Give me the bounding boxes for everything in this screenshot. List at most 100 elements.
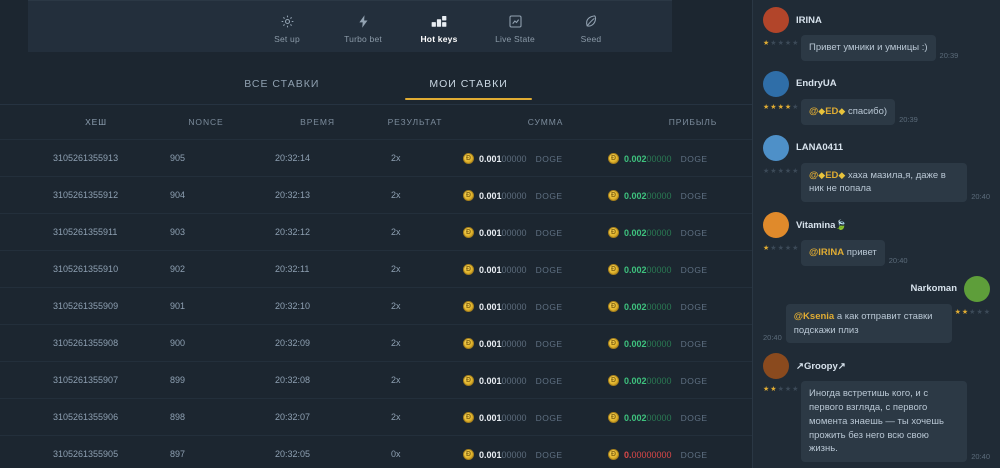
cell-time: 20:32:14 [275,153,311,163]
avatar[interactable] [763,134,789,161]
avatar[interactable] [964,275,990,302]
chat-username[interactable]: ↗Groopy↗ [796,360,846,372]
tab-all-bets[interactable]: ВСЕ СТАВКИ [244,78,320,90]
gold-diamond-icon: ◆ [838,169,846,180]
avatar[interactable] [763,7,789,33]
doge-coin-icon: Ð [463,227,474,238]
rank-star-icon: ★ [792,386,799,394]
table-row[interactable]: 3105261355907 899 20:32:08 2x Ð 0.00100000 DOG… [0,362,752,399]
table-row[interactable]: 3105261355910 902 20:32:11 2x Ð 0.00100000 DOG… [0,251,752,288]
cell-profit: Ð 0.00200000 DOGE [600,152,750,164]
amount-currency: DOGE [535,449,563,460]
amount-decimals: 00000 [501,264,527,275]
cell-result: 2x [391,338,401,348]
rank-star-icon: ★ [777,245,784,253]
column-header-hash: ХЕШ [85,117,107,127]
cell-result: 2x [391,412,401,422]
chat-message-header: ↗Groopy↗ [763,353,990,380]
table-row[interactable]: 3105261355911 903 20:32:12 2x Ð 0.00100000 DOG… [0,214,752,251]
profit-currency: DOGE [680,264,708,275]
chat-mention[interactable]: @Ksenia [793,310,835,322]
table-row[interactable]: 3105261355913 905 20:32:14 2x Ð 0.00100000 DOG… [0,140,752,177]
amount-value: 0.001 [479,301,502,312]
avatar[interactable] [763,212,789,239]
cell-amount: Ð 0.00100000 DOGE [455,263,600,275]
doge-coin-icon: Ð [463,264,474,275]
chat-mention[interactable]: ED [825,105,839,117]
toolbar-items: Set up Turbo bet Hot keys Live State Seed [28,1,672,52]
profit-decimals: 00000 [646,375,672,386]
profit-decimals: 00000000 [631,449,672,460]
table-row[interactable]: 3105261355908 900 20:32:09 2x Ð 0.00100000 DOG… [0,325,752,362]
profit-value: 0.002 [624,375,647,386]
main-panel: Set up Turbo bet Hot keys Live State Seed ВС… [0,0,752,468]
chat-bubble-wrap: @Ksenia а как отправит ставки подскажи п… [763,303,952,344]
chat-bubble-wrap: Иногда встретишь кого, и с первого взгля… [801,381,990,463]
rank-star-icon: ★ [784,40,792,47]
cell-profit: Ð 0.00000000 DOGE [600,448,750,460]
chat-mention[interactable]: @ [809,169,819,181]
amount-decimals: 00000 [501,301,527,312]
doge-coin-icon: Ð [608,375,619,386]
user-rank-stars: ★ ★ ★ ★ ★ [763,99,798,111]
chat-panel[interactable]: IRINA ★ ★ ★ ★ ★ Привет умники и умницы :) 20:39… [752,0,1000,468]
rank-star-icon: ★ [954,308,961,316]
doge-coin-icon: Ð [463,375,474,386]
table-row[interactable]: 3105261355906 898 20:32:07 2x Ð 0.00100000 DOG… [0,399,752,436]
chat-username[interactable]: IRINA [796,14,822,26]
avatar[interactable] [763,70,789,97]
chat-username[interactable]: Vitamina🍃 [796,219,848,231]
cell-nonce: 905 [170,153,186,163]
toolbar-item-turbo-bet[interactable]: Turbo bet [325,9,401,44]
toolbar-item-set-up[interactable]: Set up [249,9,325,44]
chat-username[interactable]: Narkoman [910,283,957,295]
cell-amount: Ð 0.00100000 DOGE [455,226,600,238]
toolbar-item-hot-keys[interactable]: Hot keys [401,9,477,44]
chat-username[interactable]: LANA0411 [796,142,843,154]
cell-amount: Ð 0.00100000 DOGE [455,337,600,349]
chat-mention[interactable]: @ [809,105,819,117]
rank-star-icon: ★ [792,167,799,175]
rank-star-icon: ★ [763,103,770,111]
profit-currency: DOGE [680,412,708,423]
cell-amount: Ð 0.00100000 DOGE [455,152,600,164]
cell-result: 2x [391,227,401,237]
chat-timestamp: 20:40 [971,452,990,462]
table-row[interactable]: 3105261355909 901 20:32:10 2x Ð 0.00100000 DOG… [0,288,752,325]
profit-value: 0.002 [624,338,647,349]
avatar[interactable] [763,353,789,380]
cell-profit: Ð 0.00200000 DOGE [600,189,750,201]
chat-message-body: ★ ★ ★ ★ ★ Иногда встретишь кого, и с первого … [763,381,990,463]
doge-coin-icon: Ð [608,264,619,275]
rank-star-icon: ★ [792,40,799,47]
chat-message-body: ★ ★ ★ ★ ★ @IRINA привет 20:40 [763,240,990,266]
doge-coin-icon: Ð [608,153,619,164]
doge-coin-icon: Ð [608,338,619,349]
amount-currency: DOGE [535,153,563,164]
cell-hash: 3105261355906 [53,412,119,422]
chat-message: IRINA ★ ★ ★ ★ ★ Привет умники и умницы :) 20:39 [753,4,1000,68]
chat-mention[interactable]: @IRINA [809,247,845,259]
chat-bubble-wrap: @◆ED◆ спасибо) 20:39 [801,98,990,125]
toolbar-item-live-state[interactable]: Live State [477,9,553,44]
chat-mention[interactable]: ED [825,169,839,181]
cell-time: 20:32:09 [275,338,311,348]
chat-bubble: @Ksenia а как отправит ставки подскажи п… [785,303,952,344]
seed-icon [584,13,599,30]
toolbar-item-seed[interactable]: Seed [553,9,629,44]
tab-my-bets[interactable]: МОИ СТАВКИ [405,74,533,100]
table-header-row: ХЕШ NONCE ВРЕМЯ РЕЗУЛЬТАТ СУММА ПРИБЫЛЬ [0,105,752,140]
table-row[interactable]: 3105261355912 904 20:32:13 2x Ð 0.00100000 DOG… [0,177,752,214]
profit-decimals: 00000 [646,190,672,201]
profit-value: 0.002 [624,301,647,312]
chat-bubble: @IRINA привет [801,240,885,266]
cell-hash: 3105261355911 [53,227,118,237]
amount-value: 0.001 [479,338,502,349]
toolbar-item-label: Set up [274,34,300,44]
column-header-profit: ПРИБЫЛЬ [668,117,718,127]
column-header-time: ВРЕМЯ [300,117,335,127]
table-row[interactable]: 3105261355905 897 20:32:05 0x Ð 0.00100000 DOG… [0,436,752,468]
cell-amount: Ð 0.00100000 DOGE [455,374,600,386]
chat-username[interactable]: EndryUA [796,78,837,90]
profit-decimals: 00000 [646,153,672,164]
